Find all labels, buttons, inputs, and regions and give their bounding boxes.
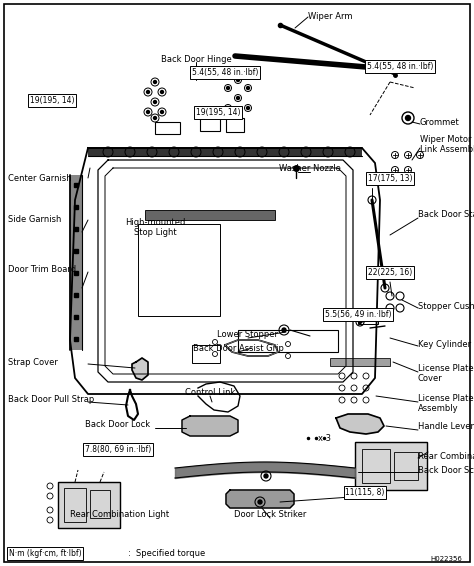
Bar [192, 345, 220, 363]
Polygon shape [182, 416, 238, 436]
Circle shape [264, 474, 268, 478]
Bar [90, 490, 110, 518]
Text: 22(225, 16): 22(225, 16) [368, 268, 412, 277]
Circle shape [146, 110, 149, 114]
Bar [355, 442, 427, 490]
Bar [362, 449, 390, 483]
Text: Key Cylinder: Key Cylinder [418, 340, 471, 349]
Polygon shape [226, 490, 294, 508]
Text: x 3: x 3 [318, 434, 331, 443]
Text: Back Door Scuff Plate: Back Door Scuff Plate [418, 466, 474, 475]
Text: 19(195, 14): 19(195, 14) [196, 108, 240, 117]
Text: Side Garnish: Side Garnish [8, 215, 61, 224]
Circle shape [237, 96, 239, 100]
Circle shape [246, 87, 249, 89]
Text: Center Garnish: Center Garnish [8, 174, 72, 183]
Text: Stopper Cushion: Stopper Cushion [418, 302, 474, 311]
Circle shape [358, 320, 362, 324]
Text: 5.4(55, 48 in.·lbf): 5.4(55, 48 in.·lbf) [192, 68, 258, 77]
Polygon shape [336, 414, 384, 434]
Bar [200, 115, 220, 131]
Bar [358, 314, 378, 324]
Text: Door Trim Board: Door Trim Board [8, 265, 76, 274]
Text: Grommet: Grommet [420, 118, 460, 127]
Bar [394, 452, 418, 480]
Text: Strap Cover: Strap Cover [8, 358, 58, 367]
Bar [64, 488, 86, 522]
Text: Back Door Hinge: Back Door Hinge [161, 55, 231, 64]
Text: Back Door Lock: Back Door Lock [85, 420, 151, 429]
Circle shape [258, 500, 262, 504]
Circle shape [227, 87, 229, 89]
Text: N·m (kgf·cm, ft·lbf): N·m (kgf·cm, ft·lbf) [9, 549, 82, 558]
Text: Handle Lever: Handle Lever [418, 422, 474, 431]
Circle shape [237, 79, 239, 82]
Bar [226, 118, 244, 132]
Text: :  Specified torque: : Specified torque [128, 549, 205, 558]
Text: Back Door Stay: Back Door Stay [418, 210, 474, 219]
Polygon shape [132, 358, 148, 380]
Text: Washer Nozzle: Washer Nozzle [279, 164, 341, 173]
Circle shape [154, 80, 156, 84]
Text: 5.5(56, 49 in.·lbf): 5.5(56, 49 in.·lbf) [325, 310, 391, 319]
Text: 5.4(55, 48 in.·lbf): 5.4(55, 48 in.·lbf) [367, 62, 433, 71]
Text: Rear Combination Light: Rear Combination Light [71, 510, 170, 519]
Bar [145, 210, 275, 220]
Text: Rear Combination Light: Rear Combination Light [418, 452, 474, 461]
Bar [330, 358, 390, 366]
Text: H022356: H022356 [430, 556, 462, 562]
Circle shape [154, 101, 156, 104]
Text: 19(195, 14): 19(195, 14) [30, 96, 74, 105]
Bar [138, 224, 220, 316]
Text: Wiper Motor and
Link Assembly: Wiper Motor and Link Assembly [420, 135, 474, 155]
Text: Wiper Arm: Wiper Arm [308, 12, 353, 21]
Circle shape [227, 106, 229, 109]
Text: Back Door Assist Grip: Back Door Assist Grip [192, 344, 283, 353]
Bar [58, 482, 120, 528]
Text: 7.8(80, 69 in.·lbf): 7.8(80, 69 in.·lbf) [85, 445, 151, 454]
Text: Door Lock Striker: Door Lock Striker [234, 510, 306, 519]
Circle shape [161, 110, 164, 114]
Circle shape [246, 106, 249, 109]
Circle shape [146, 91, 149, 93]
Text: Back Door Pull Strap: Back Door Pull Strap [8, 395, 94, 404]
Bar [355, 442, 427, 490]
Bar [58, 482, 120, 528]
Text: Control Link: Control Link [185, 388, 235, 397]
Text: License Plate Light
Cover: License Plate Light Cover [418, 364, 474, 383]
Bar [88, 148, 362, 156]
Text: License Plate Light
Assembly: License Plate Light Assembly [418, 394, 474, 413]
Bar [70, 175, 82, 350]
Text: High-mounted
Stop Light: High-mounted Stop Light [125, 218, 185, 237]
Circle shape [161, 91, 164, 93]
Circle shape [282, 328, 286, 332]
Bar [155, 122, 180, 134]
Text: 11(115, 8): 11(115, 8) [346, 488, 385, 497]
Text: 17(175, 13): 17(175, 13) [368, 174, 412, 183]
Bar [238, 330, 338, 352]
Circle shape [154, 117, 156, 119]
Circle shape [405, 115, 410, 121]
Text: Lower Stopper: Lower Stopper [218, 330, 279, 339]
